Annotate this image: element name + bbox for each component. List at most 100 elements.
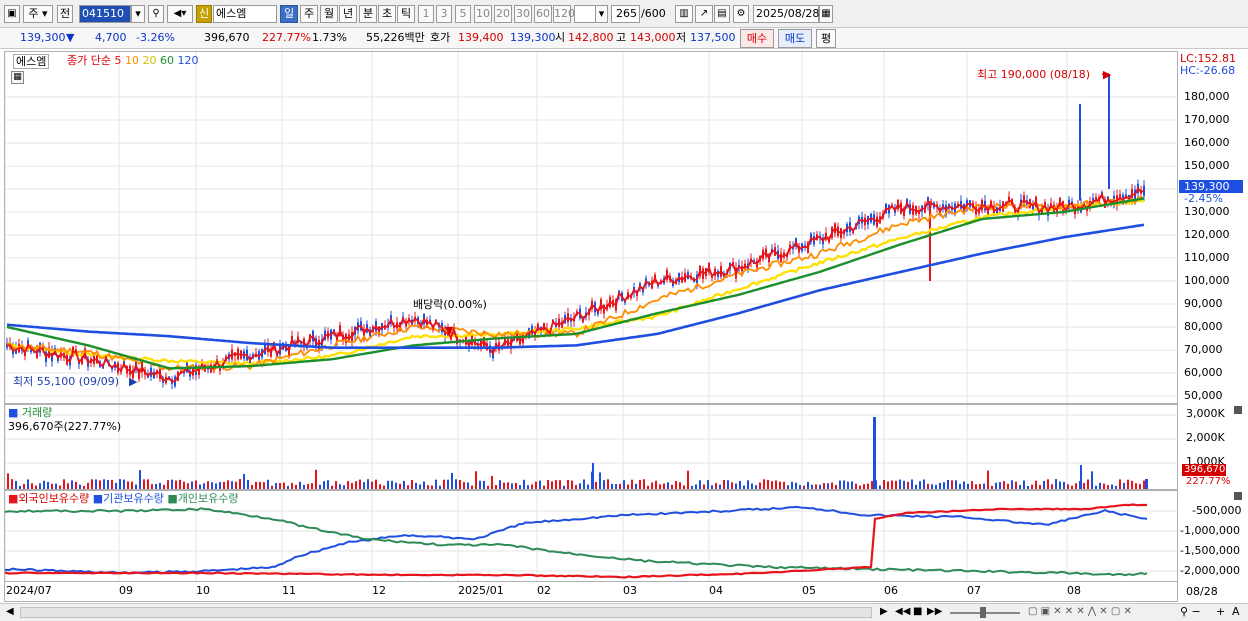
volume-bar bbox=[243, 474, 245, 489]
volume-bar bbox=[743, 485, 745, 489]
period-day-tab[interactable]: 일 bbox=[280, 5, 298, 23]
period-year-tab[interactable]: 년 bbox=[339, 5, 357, 23]
prev-button[interactable]: 전 bbox=[57, 5, 73, 23]
interval-20-button[interactable]: 20 bbox=[494, 5, 512, 23]
holding-close-icon[interactable] bbox=[1234, 492, 1242, 500]
volume-tick-2000k: 2,000K bbox=[1186, 431, 1225, 444]
evaluate-button[interactable]: 평 bbox=[816, 29, 836, 48]
volume-bar bbox=[999, 482, 1001, 489]
volume-bar bbox=[987, 470, 989, 489]
stock-name-field[interactable]: 에스엠 bbox=[213, 5, 277, 23]
volume-bar bbox=[167, 480, 169, 489]
interval-10-button[interactable]: 10 bbox=[474, 5, 492, 23]
sell-button[interactable]: 매도 bbox=[778, 29, 812, 48]
volume-bar bbox=[375, 479, 377, 489]
rewind-icon[interactable]: ◀◀ bbox=[895, 606, 911, 617]
zoom-out-icon[interactable]: ⚲ − bbox=[1180, 605, 1201, 618]
zoom-slider-handle[interactable] bbox=[980, 607, 986, 618]
search-icon[interactable]: ⚲ bbox=[148, 5, 164, 23]
interval-30-button[interactable]: 30 bbox=[514, 5, 532, 23]
ma10-legend: 10 bbox=[124, 54, 139, 67]
interval-5-button[interactable]: 5 bbox=[455, 5, 471, 23]
volume-bar bbox=[643, 479, 645, 489]
scroll-track[interactable] bbox=[20, 607, 872, 618]
window-menu-icon[interactable]: ▣ bbox=[4, 5, 20, 23]
period-week-tab[interactable]: 주 bbox=[300, 5, 318, 23]
price-pane[interactable]: 최고 190,000 (08/18) ▶ 배당락(0.00%) ▼ 최저 55,… bbox=[4, 51, 1178, 404]
volume-bar bbox=[951, 480, 953, 489]
volume-bar bbox=[499, 480, 501, 489]
volume-bar bbox=[175, 480, 177, 489]
count-input[interactable]: 265 bbox=[611, 5, 640, 23]
code-dropdown-icon[interactable]: ▾ bbox=[131, 5, 145, 23]
interval-60-button[interactable]: 60 bbox=[534, 5, 552, 23]
volume-current bbox=[1145, 479, 1148, 489]
volume-bar bbox=[343, 485, 345, 489]
stock-name-tag: 에스엠 bbox=[13, 54, 50, 69]
market-select[interactable]: 주 ▾ bbox=[23, 5, 53, 23]
individual-holding-line bbox=[5, 507, 1148, 577]
holding-tick-2000k: -2,000,000 bbox=[1180, 564, 1240, 577]
gear-icon[interactable]: ⚙ bbox=[733, 5, 749, 23]
price-tick-9: 90,000 bbox=[1184, 297, 1223, 310]
volume-bar bbox=[1055, 479, 1057, 489]
stop-icon[interactable]: ■ bbox=[913, 606, 923, 617]
volume-tick-3000k: 3,000K bbox=[1186, 407, 1225, 420]
scroll-left-icon[interactable]: ◀ bbox=[6, 606, 14, 617]
volume-bar bbox=[1135, 483, 1137, 489]
volume-bar bbox=[1115, 485, 1117, 489]
holding-tick-500k: -500,000 bbox=[1192, 504, 1242, 517]
stock-code-input[interactable]: 041510 bbox=[79, 5, 131, 23]
volume-bar bbox=[667, 482, 669, 489]
buy-button[interactable]: 매수 bbox=[740, 29, 774, 48]
volume-bar bbox=[755, 485, 757, 489]
holding-pane[interactable]: ■외국인보유수량 ■기관보유수량 ■개인보유수량 bbox=[4, 490, 1178, 582]
volume-bar bbox=[815, 484, 817, 489]
volume-bar bbox=[443, 479, 445, 489]
calendar-icon[interactable]: ▦ bbox=[819, 5, 833, 23]
interval-120-button[interactable]: 120 bbox=[553, 5, 575, 23]
indicator-icon[interactable]: ▥ bbox=[675, 5, 693, 23]
min-arrow-icon: ▶ bbox=[129, 375, 138, 388]
period-tick-tab[interactable]: 틱 bbox=[397, 5, 415, 23]
speaker-icon[interactable]: ◀▾ bbox=[167, 5, 193, 23]
bottom-scrollbar[interactable]: ◀ ▶ ◀◀ ■ ▶▶ ▢ ▣ ✕ ✕ ✕ ⋀ ✕ ▢ ✕ ⚲ − + A bbox=[0, 603, 1248, 621]
pane-close-icon[interactable] bbox=[1234, 406, 1242, 414]
volume-bar bbox=[267, 479, 269, 489]
forward-icon[interactable]: ▶▶ bbox=[927, 606, 943, 617]
x-label-07: 07 bbox=[967, 584, 981, 597]
volume-bar bbox=[1119, 479, 1121, 489]
volume-bar bbox=[1095, 485, 1097, 489]
volume-bar bbox=[959, 483, 961, 489]
scroll-right-icon[interactable]: ▶ bbox=[880, 606, 888, 617]
volume-bar bbox=[899, 479, 901, 489]
save-icon[interactable]: ▤ bbox=[714, 5, 730, 23]
count-max-label: /600 bbox=[641, 7, 666, 20]
period-minute-tab[interactable]: 분 bbox=[359, 5, 377, 23]
volume-bar bbox=[11, 479, 13, 489]
chart-table-icon[interactable]: ▦ bbox=[11, 71, 24, 84]
font-size-icon[interactable]: A bbox=[1232, 605, 1240, 618]
volume-bar bbox=[599, 472, 601, 489]
volume-pane[interactable]: ■ 거래량 396,670주(227.77%) bbox=[4, 404, 1178, 490]
volume-bar bbox=[55, 483, 57, 489]
volume-bar bbox=[523, 479, 525, 489]
price-axis-svg: 180,000170,000160,000150,000140,000130,0… bbox=[1179, 90, 1243, 402]
period-month-tab[interactable]: 월 bbox=[320, 5, 338, 23]
volume-bar bbox=[559, 480, 561, 489]
tool-icons[interactable]: ▢ ▣ ✕ ✕ ✕ ⋀ ✕ ▢ ✕ bbox=[1028, 606, 1132, 617]
interval-dropdown-icon[interactable]: ▾ bbox=[595, 5, 608, 23]
volume-bar bbox=[71, 480, 73, 489]
volume-bar bbox=[63, 479, 65, 489]
price-grid bbox=[5, 52, 1177, 403]
volume-bar bbox=[943, 482, 945, 489]
interval-3-button[interactable]: 3 bbox=[436, 5, 452, 23]
date-input[interactable]: 2025/08/28 bbox=[753, 5, 819, 23]
volume-bar bbox=[1131, 480, 1133, 489]
interval-1-button[interactable]: 1 bbox=[418, 5, 434, 23]
draw-tool-icon[interactable]: ↗ bbox=[695, 5, 713, 23]
period-second-tab[interactable]: 초 bbox=[378, 5, 396, 23]
zoom-in-icon[interactable]: + bbox=[1216, 605, 1226, 618]
volume-bar bbox=[731, 482, 733, 489]
volume-bar bbox=[955, 480, 957, 489]
